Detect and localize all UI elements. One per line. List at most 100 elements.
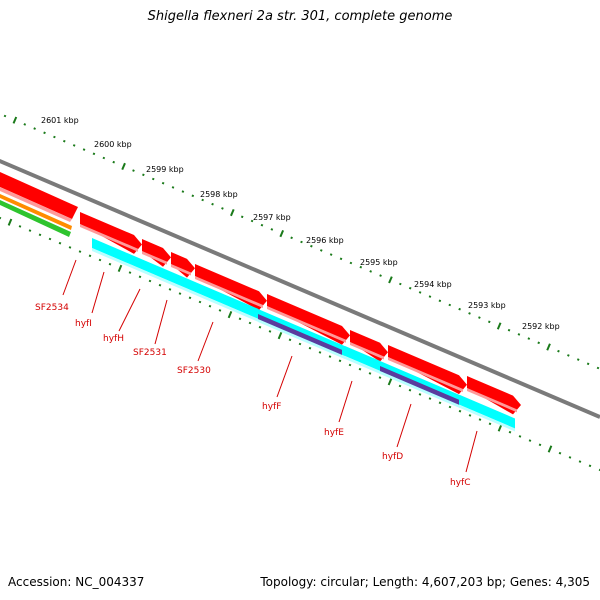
minor-tick xyxy=(112,160,116,164)
minor-tick xyxy=(558,451,562,455)
gene-leader-line xyxy=(62,259,77,296)
minor-tick xyxy=(358,367,362,371)
minor-tick xyxy=(398,384,402,388)
cds-reverse-block xyxy=(460,395,515,429)
minor-tick xyxy=(288,338,292,342)
cds-forward-arrow xyxy=(80,212,142,254)
gene-label: hyfE xyxy=(324,428,344,438)
forward-cds-track xyxy=(80,212,521,415)
minor-tick xyxy=(448,303,452,307)
minor-tick xyxy=(567,354,570,357)
minor-tick xyxy=(240,215,244,219)
minor-tick xyxy=(517,333,521,336)
minor-tick xyxy=(132,169,135,172)
minor-tick xyxy=(408,286,412,290)
minor-tick xyxy=(369,270,372,273)
cds-forward-shadow xyxy=(195,276,263,308)
kbp-label: 2597 kbp xyxy=(253,213,291,222)
minor-tick xyxy=(478,418,482,421)
cds-reverse-shadow xyxy=(258,319,345,360)
minor-tick xyxy=(290,236,293,240)
cds-reverse-shadow xyxy=(92,248,160,280)
cds-reverse-shadow xyxy=(460,405,515,432)
gene-leader-line xyxy=(465,430,478,473)
cds-reverse-block xyxy=(345,346,380,371)
minor-tick xyxy=(181,190,185,193)
kbp-tick xyxy=(279,229,285,238)
minor-tick xyxy=(418,393,422,396)
cds-forward-arrow xyxy=(350,330,388,362)
minor-tick xyxy=(507,328,511,332)
minor-tick xyxy=(128,271,132,274)
minor-tick xyxy=(418,291,422,294)
minor-tick xyxy=(537,341,541,345)
minor-tick xyxy=(576,358,580,361)
minor-tick xyxy=(408,388,412,392)
kbp-label: 2600 kbp xyxy=(94,140,132,149)
kbp-label: 2595 kbp xyxy=(360,258,398,267)
kbp-label: 2593 kbp xyxy=(468,301,506,310)
genome-backbone xyxy=(0,158,600,419)
feature-orange xyxy=(0,194,72,230)
kbp-label: 2592 kbp xyxy=(522,322,560,331)
gene-leader-line xyxy=(154,299,168,345)
genome-summary: Topology: circular; Length: 4,607,203 bp… xyxy=(260,575,590,589)
reverse-cds-track xyxy=(92,238,515,432)
dark-feature xyxy=(258,314,342,355)
kbp-label: 2596 kbp xyxy=(306,236,344,245)
minor-tick xyxy=(260,223,264,227)
cds-forward-shadow xyxy=(467,388,517,413)
minor-tick xyxy=(201,198,204,202)
minor-tick xyxy=(178,292,182,295)
minor-tick xyxy=(58,241,62,245)
minor-tick xyxy=(468,312,471,315)
minor-tick xyxy=(487,320,491,324)
kbp-tick xyxy=(230,208,235,217)
minor-tick xyxy=(68,246,72,249)
minor-tick xyxy=(238,317,242,321)
kbp-tick xyxy=(387,378,393,386)
minor-tick xyxy=(538,443,542,447)
minor-tick xyxy=(218,309,222,312)
minor-tick xyxy=(458,307,461,311)
minor-tick xyxy=(586,362,590,366)
cds-reverse-shadow xyxy=(160,277,258,322)
minor-tick xyxy=(488,422,492,426)
minor-tick xyxy=(298,342,302,346)
minor-tick xyxy=(428,295,432,298)
minor-tick xyxy=(596,366,600,370)
minor-tick xyxy=(328,355,332,358)
cds-reverse-block xyxy=(92,238,160,277)
minor-tick xyxy=(28,229,32,232)
minor-tick xyxy=(88,254,92,258)
cds-forward-arrow xyxy=(267,294,350,345)
gene-label: hyfF xyxy=(262,402,281,412)
minor-tick xyxy=(138,275,142,279)
minor-tick xyxy=(33,127,36,130)
minor-tick xyxy=(268,330,272,333)
dark-feature xyxy=(380,366,459,405)
gene-leader-line xyxy=(197,321,214,362)
kbp-tick xyxy=(496,322,502,330)
minor-tick xyxy=(578,460,582,463)
minor-tick xyxy=(38,233,42,237)
kbp-tick xyxy=(117,264,123,273)
minor-tick xyxy=(349,261,353,265)
minor-tick xyxy=(23,123,27,126)
minor-tick xyxy=(448,405,452,409)
minor-tick xyxy=(527,337,531,340)
kbp-tick xyxy=(277,331,283,340)
inner-tick-track xyxy=(0,216,600,472)
kbp-tick xyxy=(227,310,233,319)
accession-value: NC_004337 xyxy=(75,575,145,589)
gene-label: SF2530 xyxy=(177,366,211,376)
minor-tick xyxy=(48,237,52,241)
gene-label: SF2531 xyxy=(133,348,167,358)
minor-tick xyxy=(368,372,372,375)
cds-forward-arrow xyxy=(171,252,195,278)
minor-tick xyxy=(208,304,212,308)
gene-labels: SF2534 hyfI hyfH SF2531 SF2530 hyfF hyfE hyfD hy… xyxy=(35,259,478,488)
cds-forward-arrow xyxy=(142,239,171,267)
accession-label: Accession: xyxy=(8,575,72,589)
